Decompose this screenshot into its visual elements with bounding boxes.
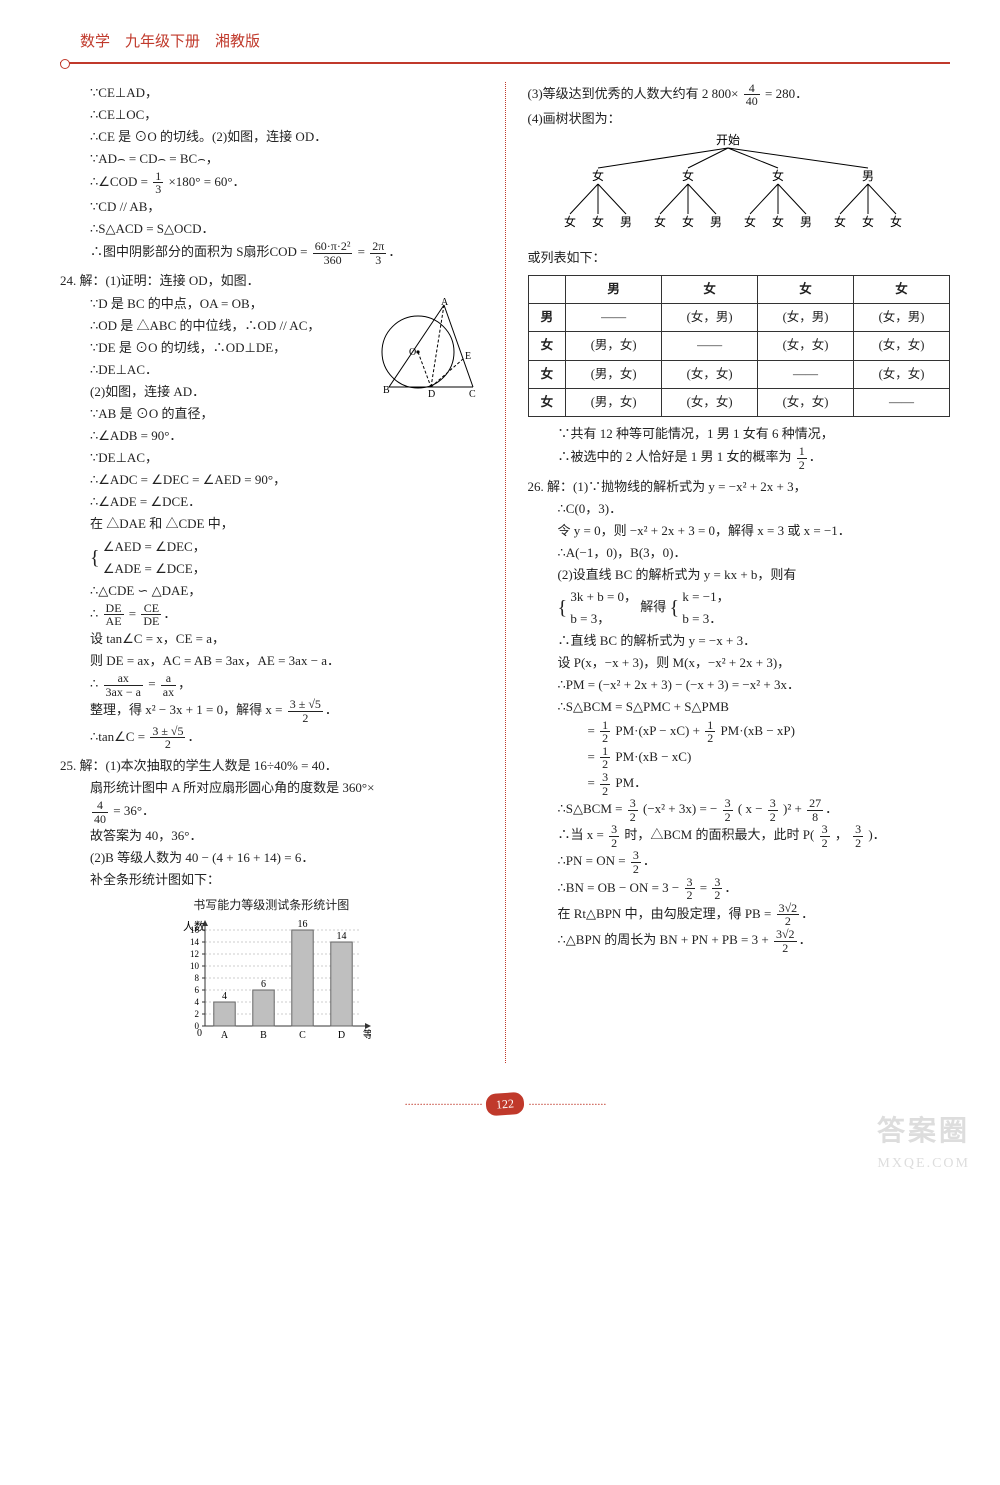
q24: 24. 解：(1)证明：连接 OD，如图． (60, 270, 483, 292)
svg-text:等级: 等级 (363, 1028, 371, 1041)
outcome-table: 男女女女男——(女，男)(女，男)(女，男)女(男，女)——(女，女)(女，女)… (528, 275, 951, 417)
two-column-layout: ∵CE⊥AD， ∴CE⊥OC， ∴CE 是 ⊙O 的切线。(2)如图，连接 OD… (60, 82, 950, 1063)
svg-text:B: B (383, 385, 390, 396)
svg-text:女: 女 (681, 168, 693, 183)
svg-text:女: 女 (861, 214, 873, 229)
svg-text:C: C (299, 1030, 306, 1041)
svg-text:16: 16 (298, 919, 308, 930)
tree-diagram: 开始女女女男女女女男女女女男男女女女 (528, 130, 928, 240)
watermark-url: MXQE.COM (877, 1152, 970, 1176)
svg-text:4: 4 (222, 991, 227, 1002)
svg-text:男: 男 (709, 215, 721, 229)
q26: 26. 解：(1)∵抛物线的解析式为 y = −x² + 2x + 3， (528, 476, 951, 498)
svg-text:B: B (260, 1030, 267, 1041)
step: ∴图中阴影部分的面积为 S扇形COD = 60·π·2²360 = 2π3． (90, 240, 483, 266)
svg-text:女: 女 (833, 214, 845, 229)
svg-text:10: 10 (190, 961, 200, 971)
bar-chart: 人数024681012141604A6B16C14D等级 (171, 916, 371, 1056)
svg-text:女: 女 (771, 214, 783, 229)
left-column: ∵CE⊥AD， ∴CE⊥OC， ∴CE 是 ⊙O 的切线。(2)如图，连接 OD… (60, 82, 483, 1063)
svg-text:女: 女 (563, 214, 575, 229)
column-divider (505, 82, 506, 1063)
header-rule (60, 62, 950, 64)
svg-text:男: 男 (799, 215, 811, 229)
svg-text:女: 女 (889, 214, 901, 229)
page-header: 数学 九年级下册 湘教版 (80, 30, 950, 56)
watermark: 答案圈 (877, 1108, 970, 1156)
svg-text:女: 女 (681, 214, 693, 229)
svg-text:0: 0 (197, 1028, 202, 1039)
svg-text:女: 女 (771, 168, 783, 183)
svg-text:6: 6 (195, 985, 200, 995)
right-column: (3)等级达到优秀的人数大约有 2 800× 440 = 280． (4)画树状… (528, 82, 951, 1063)
svg-text:女: 女 (591, 214, 603, 229)
step: ∴CE⊥OC， (90, 104, 483, 126)
svg-text:6: 6 (261, 979, 266, 990)
svg-text:E: E (465, 351, 471, 362)
step: ∴CE 是 ⊙O 的切线。(2)如图，连接 OD． (90, 126, 483, 148)
svg-text:女: 女 (591, 168, 603, 183)
svg-text:开始: 开始 (715, 133, 739, 147)
svg-text:女: 女 (653, 214, 665, 229)
svg-text:12: 12 (190, 949, 199, 959)
svg-text:14: 14 (337, 931, 347, 942)
svg-text:14: 14 (190, 937, 200, 947)
step: ∴∠COD = 13 ×180° = 60°． (90, 170, 483, 196)
page-number: 122 (60, 1093, 950, 1115)
svg-text:D: D (428, 389, 435, 400)
svg-text:男: 男 (861, 169, 873, 183)
step: ∵AD⌢ = CD⌢ = BC⌢， (90, 148, 483, 170)
svg-text:16: 16 (190, 925, 200, 935)
svg-text:8: 8 (195, 973, 200, 983)
chart-title: 书写能力等级测试条形统计图 (60, 895, 483, 915)
svg-text:A: A (441, 297, 449, 308)
circle-diagram: O A B D C E (373, 297, 483, 407)
svg-text:A: A (221, 1030, 229, 1041)
svg-text:D: D (338, 1030, 345, 1041)
step: ∵CD // AB， (90, 196, 483, 218)
svg-text:4: 4 (195, 997, 200, 1007)
step: ∵CE⊥AD， (90, 82, 483, 104)
svg-text:C: C (469, 389, 476, 400)
q25: 25. 解：(1)本次抽取的学生人数是 16÷40% = 40． (60, 755, 483, 777)
svg-text:男: 男 (619, 215, 631, 229)
svg-text:女: 女 (743, 214, 755, 229)
svg-text:2: 2 (195, 1009, 200, 1019)
step: ∴S△ACD = S△OCD． (90, 218, 483, 240)
